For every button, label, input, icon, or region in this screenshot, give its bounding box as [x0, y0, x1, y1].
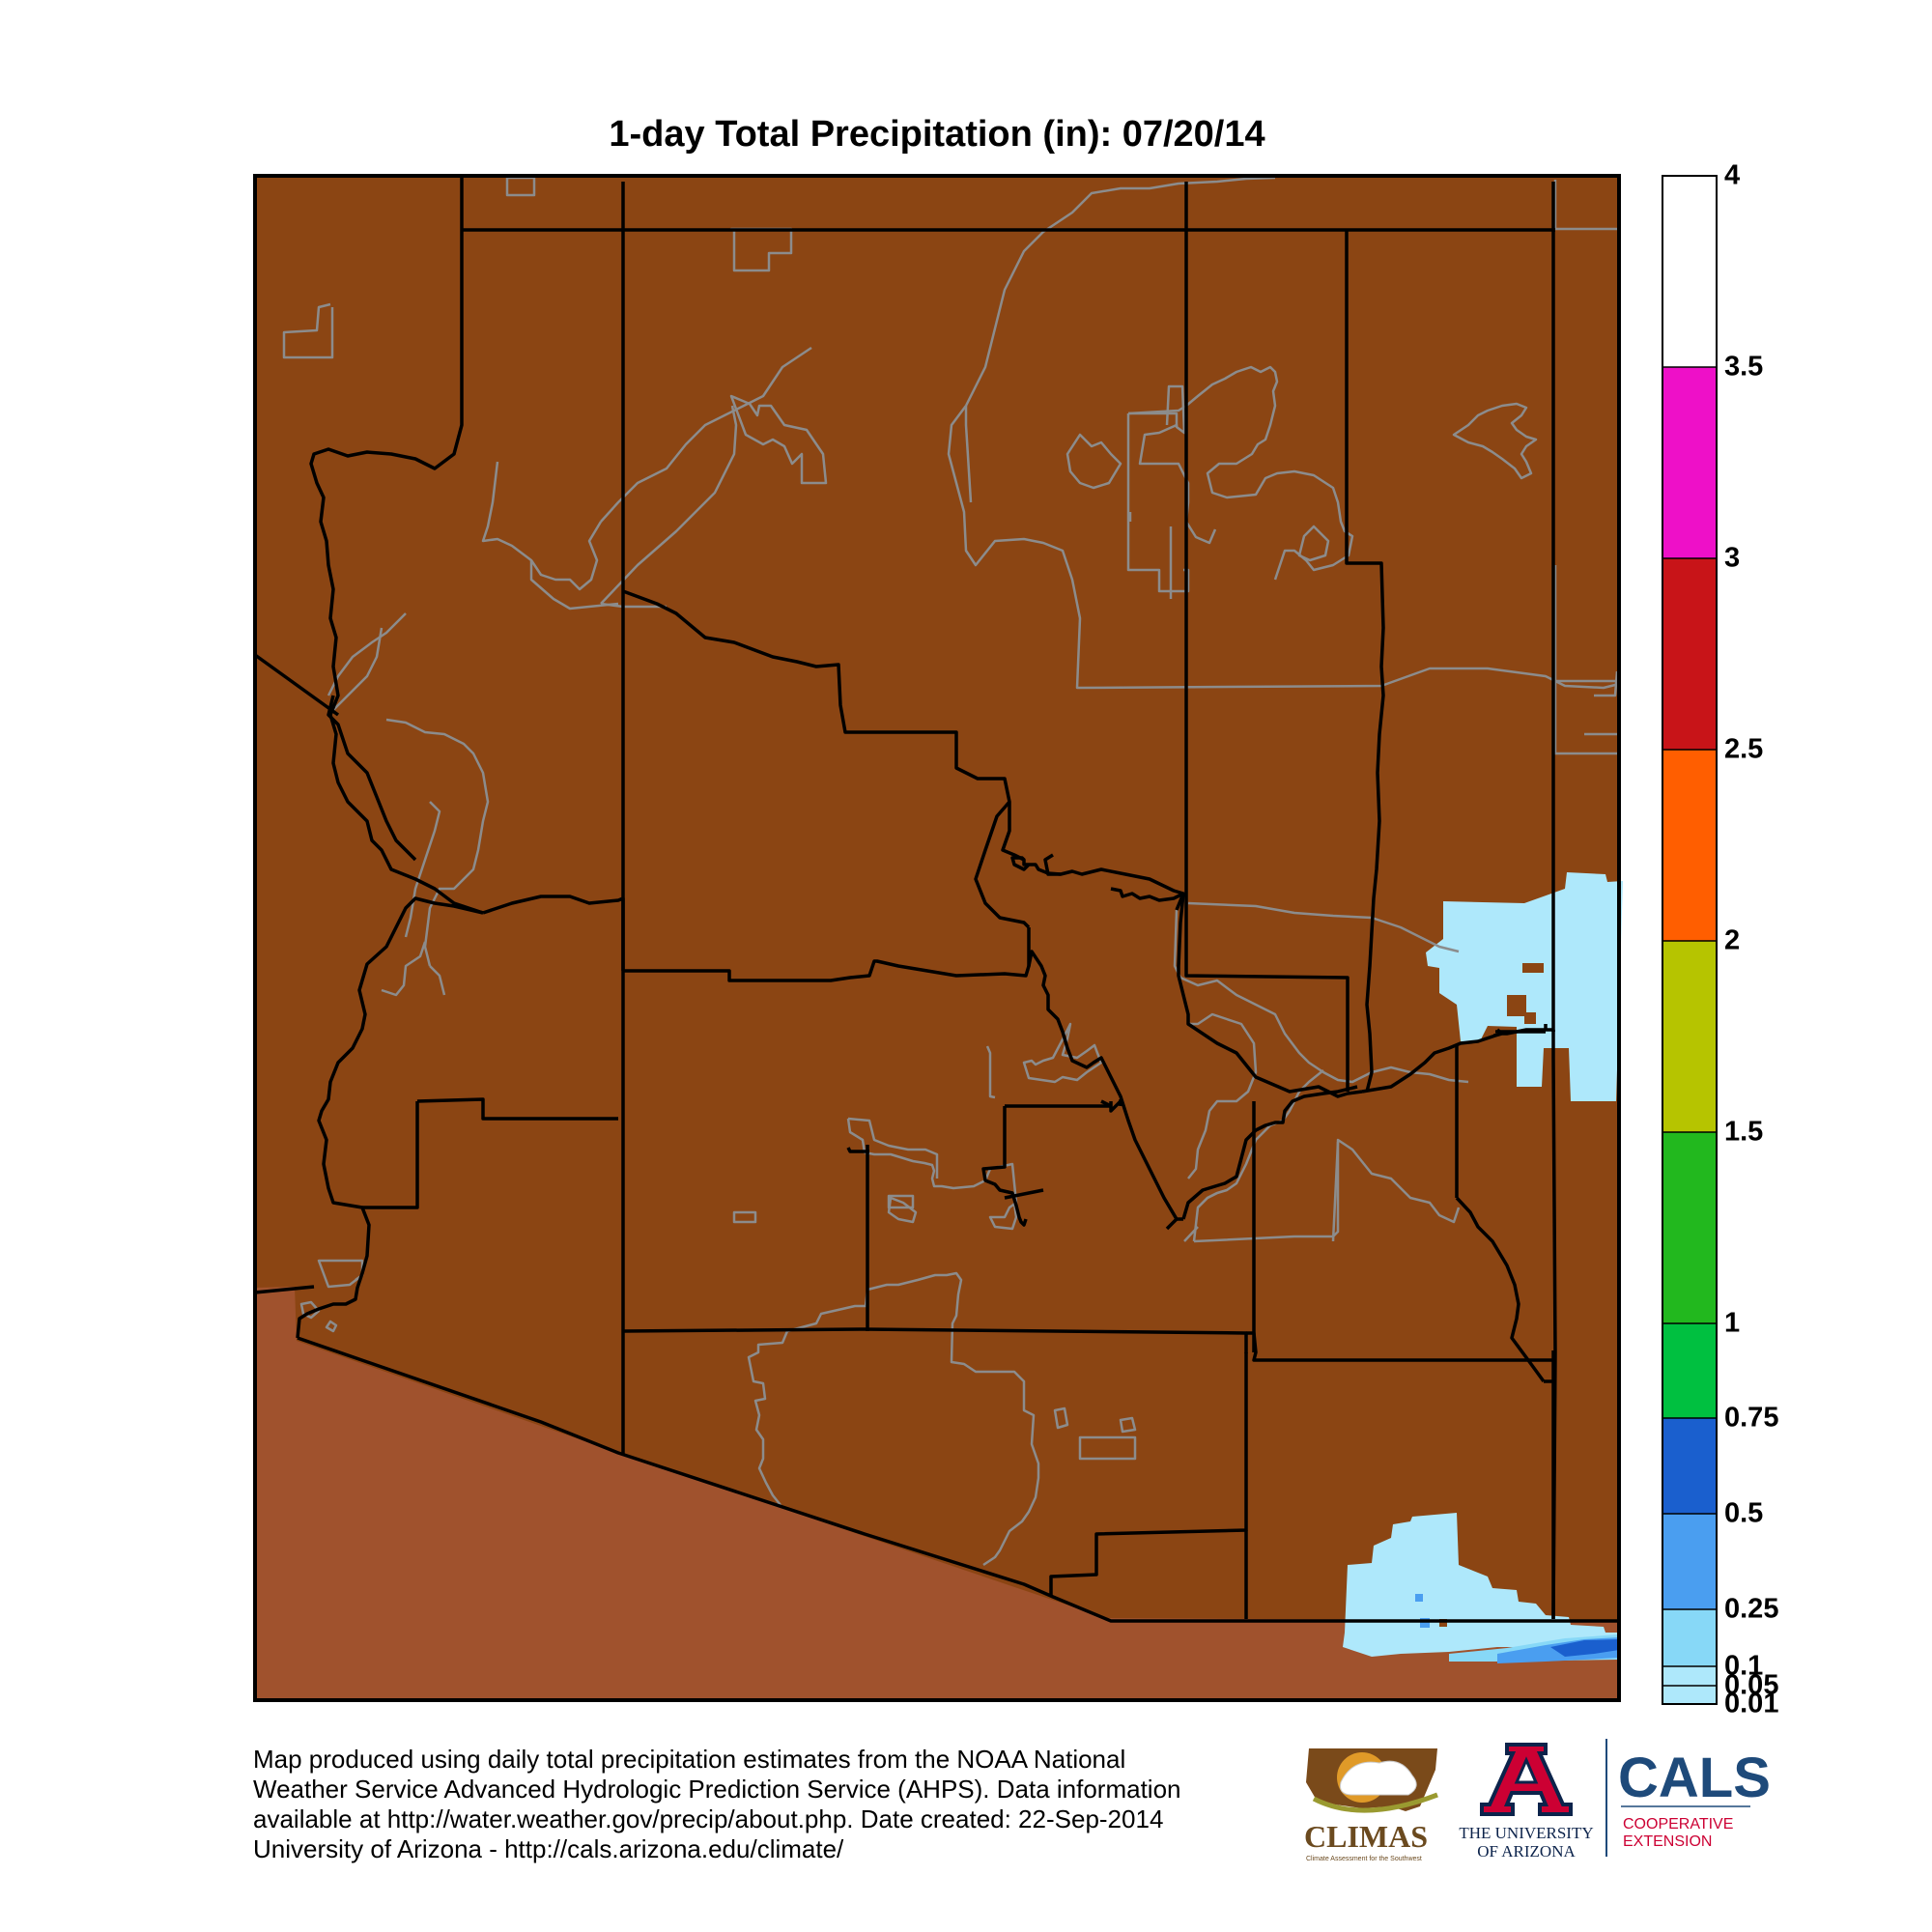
legend-tick-label: 0.1 — [1724, 1650, 1764, 1682]
legend-frame — [1662, 175, 1718, 1705]
legend-bin — [1662, 1418, 1717, 1514]
climas-logo: CLIMAS Climate Assessment for the Southw… — [1304, 1748, 1438, 1862]
climas-tagline: Climate Assessment for the Southwest — [1306, 1856, 1422, 1862]
legend-tick-label: 2 — [1724, 924, 1741, 956]
legend-tick-label: 0.5 — [1724, 1497, 1764, 1529]
legend-bin — [1662, 1666, 1717, 1686]
footer-line: available at http://water.weather.gov/pr… — [253, 1804, 1164, 1833]
legend-tick-label: 1 — [1724, 1307, 1741, 1339]
legend-tick-label: 0.75 — [1724, 1402, 1779, 1434]
outside-region — [255, 1287, 1619, 1700]
reservation-boundaries — [282, 176, 1620, 1567]
legend-tick-label: 0.05 — [1724, 1669, 1779, 1701]
legend-bin — [1662, 1323, 1717, 1418]
cals-wordmark: CALS — [1618, 1747, 1771, 1809]
legend-bin — [1662, 1686, 1717, 1704]
legend-tick-label: 0.01 — [1724, 1688, 1779, 1719]
cals-line-1: COOPERATIVE — [1623, 1816, 1733, 1833]
legend-bin — [1662, 1514, 1717, 1609]
ua-line-2: OF ARIZONA — [1477, 1842, 1576, 1861]
footer-line: Map produced using daily total precipita… — [253, 1745, 1126, 1774]
legend-tick-label: 4 — [1724, 159, 1741, 191]
cals-logo: CALS COOPERATIVE EXTENSION — [1618, 1747, 1771, 1850]
university-of-arizona-logo: THE UNIVERSITY OF ARIZONA — [1459, 1743, 1594, 1861]
legend-bin — [1662, 367, 1717, 558]
footer-line: Weather Service Advanced Hydrologic Pred… — [253, 1775, 1181, 1804]
map-title: 1-day Total Precipitation (in): 07/20/14 — [609, 114, 1265, 155]
legend-tick-label: 3.5 — [1724, 351, 1764, 383]
legend-bin — [1662, 176, 1717, 367]
legend-tick-label: 3 — [1724, 542, 1741, 574]
legend-tick-label: 0.25 — [1724, 1593, 1779, 1625]
legend-bin — [1662, 750, 1717, 941]
legend-tick-label: 2.5 — [1724, 733, 1764, 765]
ua-line-1: THE UNIVERSITY — [1459, 1824, 1593, 1842]
county-boundaries — [253, 176, 1619, 1623]
legend-bin — [1662, 1132, 1717, 1323]
footer-credits: Map produced using daily total precipita… — [253, 1745, 1296, 1864]
climas-wordmark: CLIMAS — [1304, 1819, 1428, 1854]
precip-area-east — [1426, 872, 1623, 1101]
legend-bin — [1662, 1609, 1717, 1666]
legend-bin — [1662, 941, 1717, 1132]
legend-tick-label: 1.5 — [1724, 1116, 1764, 1148]
cals-line-2: EXTENSION — [1623, 1833, 1712, 1850]
legend-bin — [1662, 558, 1717, 750]
footer-line: University of Arizona - http://cals.ariz… — [253, 1834, 844, 1863]
map-frame — [253, 174, 1621, 1702]
legend-colorbar — [1662, 175, 1717, 1705]
